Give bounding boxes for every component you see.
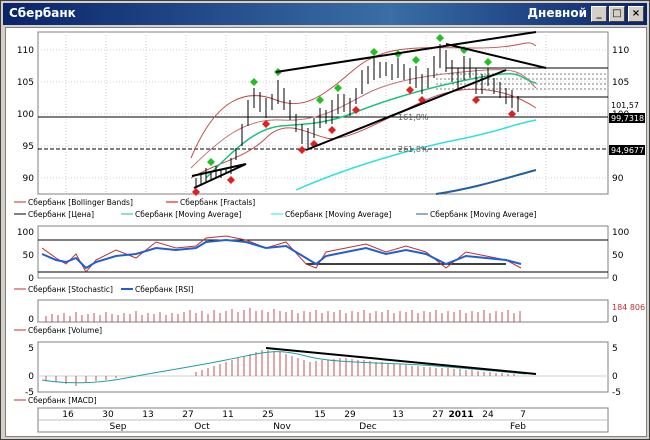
price-tick-right: 105	[612, 78, 629, 88]
osc-legend: Сбербанк [Stochastic] Сбербанк [RSI]	[14, 285, 193, 294]
macd-tick: -5	[25, 388, 34, 398]
legend-item: Сбербанк [Moving Average]	[285, 210, 391, 219]
volume-tick-right: 0	[612, 315, 618, 325]
price-tick: 105	[17, 78, 34, 88]
osc-tick-right: 100	[612, 228, 629, 238]
macd-tick: 0	[28, 372, 34, 382]
x-day: 29	[344, 410, 356, 420]
legend-item: Сбербанк [Moving Average]	[135, 210, 241, 219]
volume-bars	[45, 308, 521, 322]
timeframe-label: Дневной	[527, 6, 587, 20]
legend-item: Сбербанк [Volume]	[28, 326, 102, 335]
legend-item: Сбербанк [Bollinger Bands]	[28, 198, 133, 207]
ma-green	[205, 72, 537, 179]
price-tick: 100	[17, 110, 34, 120]
price-tick: 110	[17, 46, 34, 56]
close-icon: ×	[631, 8, 641, 19]
price-legend: Сбербанк [Bollinger Bands] Сбербанк [Fra…	[14, 198, 536, 219]
osc-tick: 50	[23, 251, 35, 261]
volume-value: 184 806 34	[612, 303, 646, 312]
legend-item: Сбербанк [MACD]	[28, 396, 97, 405]
x-axis: 16 30 13 27 11 25 15 29 13 27 24 7 2011 …	[37, 407, 609, 433]
price-tick-right: 110	[612, 46, 629, 56]
legend-item: Сбербанк [RSI]	[135, 285, 193, 294]
price-tick-right: 90	[612, 174, 624, 184]
legend-item: Сбербанк [Stochastic]	[28, 285, 113, 294]
rsi-line	[41, 238, 522, 270]
x-day: 13	[392, 410, 403, 420]
x-day: 27	[182, 410, 193, 420]
x-month: Nov	[273, 422, 291, 432]
x-day: 7	[520, 410, 526, 420]
oscillator-panel[interactable]: 100 50 0 100 50 0	[17, 225, 630, 284]
price-badge-2: 94,9677	[611, 146, 644, 155]
price-badge-1: 99,7318	[611, 114, 644, 123]
x-day: 13	[142, 410, 153, 420]
volume-tick: 0	[28, 315, 34, 325]
x-year: 2011	[448, 410, 473, 420]
price-panel[interactable]: 161,8% 261,8% 110 105 100 95 90 110 105 …	[17, 31, 645, 196]
macd-legend: Сбербанк [MACD]	[14, 396, 97, 405]
legend-item: Сбербанк [Moving Average]	[430, 210, 536, 219]
price-tick: 95	[23, 142, 34, 152]
x-day: 27	[432, 410, 443, 420]
macd-trend-line	[265, 347, 537, 375]
osc-tick: 0	[28, 274, 34, 284]
macd-signal-line	[41, 351, 527, 384]
bollinger-upper	[190, 42, 537, 159]
volume-panel[interactable]: 0 184 806 34 0	[28, 299, 646, 325]
macd-tick-right: 5	[612, 344, 618, 354]
osc-tick: 100	[17, 228, 34, 238]
title-bar[interactable]: Сбербанк Дневной _ □ ×	[3, 3, 647, 25]
legend-item: Сбербанк [Fractals]	[180, 198, 255, 207]
macd-histogram	[45, 350, 515, 386]
fib-label-161: 161,8%	[398, 113, 429, 122]
macd-tick-right: 0	[612, 372, 618, 382]
osc-tick-right: 50	[612, 251, 624, 261]
x-month: Feb	[510, 422, 526, 432]
ma-blue	[435, 169, 537, 195]
chart-svg: 161,8% 261,8% 110 105 100 95 90 110 105 …	[14, 31, 646, 433]
minimize-button[interactable]: _	[591, 6, 607, 22]
ma-cyan	[295, 119, 537, 191]
osc-tick-right: 0	[612, 274, 618, 284]
x-month: Sep	[110, 422, 127, 432]
x-month: Oct	[194, 422, 210, 432]
macd-panel[interactable]: 5 0 -5 5 0 -5	[25, 341, 621, 398]
x-day: 11	[222, 410, 233, 420]
volume-legend: Сбербанк [Volume]	[14, 326, 102, 335]
x-month: Dec	[359, 422, 376, 432]
x-day: 30	[102, 410, 114, 420]
x-day: 16	[62, 410, 74, 420]
last-price-label: 101,57	[611, 101, 639, 110]
macd-tick: 5	[28, 344, 34, 354]
trend-lines	[191, 31, 547, 189]
window-title: Сбербанк	[9, 6, 76, 20]
maximize-icon: □	[612, 8, 622, 19]
price-badge-bg	[609, 113, 645, 123]
fib-label-261: 261,8%	[398, 145, 429, 154]
chart-area[interactable]: 161,8% 261,8% 110 105 100 95 90 110 105 …	[5, 27, 647, 437]
close-button[interactable]: ×	[628, 6, 644, 22]
bollinger-lower	[190, 88, 537, 179]
x-day: 24	[482, 410, 494, 420]
macd-tick-right: -5	[612, 388, 621, 398]
x-day: 15	[314, 410, 325, 420]
x-day: 25	[262, 410, 273, 420]
price-bars	[195, 44, 519, 188]
maximize-button[interactable]: □	[609, 6, 625, 22]
price-tick: 90	[23, 174, 35, 184]
price-badge-bg	[609, 145, 645, 155]
legend-item: Сбербанк [Цена]	[28, 210, 94, 219]
minimize-icon: _	[596, 8, 602, 19]
